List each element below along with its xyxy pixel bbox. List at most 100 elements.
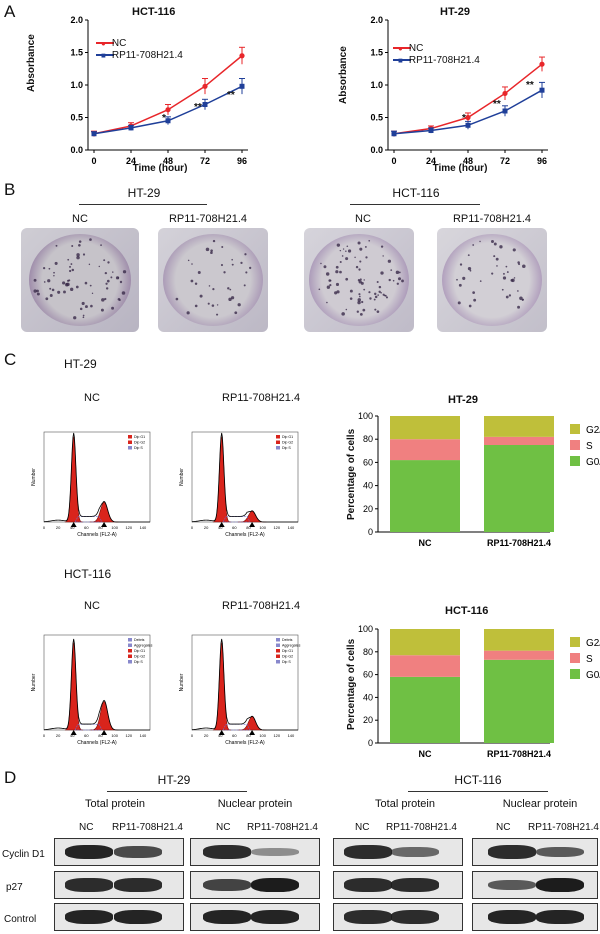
bar-segment-g0g1: [484, 445, 554, 532]
colony: [82, 314, 85, 317]
x-axis-label: Channels (FL2-A): [77, 532, 117, 538]
colony: [186, 311, 190, 315]
colony: [66, 282, 70, 287]
colony: [104, 271, 108, 275]
legend-label: Dip S: [282, 446, 291, 450]
x-tick-label: 120: [125, 733, 132, 738]
protein-band: [344, 845, 392, 859]
blot-panel: [54, 903, 184, 931]
c-label-ht29-rp11: RP11-708H21.4: [222, 392, 301, 404]
colony-plate-ht29-nc: [21, 228, 139, 332]
colony: [472, 244, 475, 246]
colony: [457, 301, 461, 305]
bar-segment-g2m: [484, 629, 554, 651]
histogram-envelope: [191, 638, 298, 731]
protein-band: [391, 847, 439, 857]
colony: [339, 249, 342, 252]
legend-swatch: [276, 435, 280, 439]
legend-rp11: RP11-708H21.4: [408, 55, 480, 66]
colony: [355, 265, 359, 269]
colony: [84, 281, 88, 285]
x-tick-label: 0: [191, 733, 194, 738]
legend-swatch: [276, 446, 280, 450]
colony: [376, 310, 380, 313]
legend-nc: NC: [408, 43, 424, 54]
colony: [362, 308, 366, 312]
x-tick-label: RP11-708H21.4: [487, 538, 551, 548]
colony: [36, 289, 39, 293]
colony: [33, 278, 37, 282]
data-point: [239, 53, 245, 59]
protein-band: [203, 879, 251, 891]
colony: [345, 277, 349, 281]
colony-plate-hct116-rp11: [437, 228, 547, 332]
legend-swatch: [276, 649, 280, 653]
sig-a2-72: **: [493, 99, 501, 110]
chart-a1: 0 24 48 72 96 0.0 0.5 1.0 1.5 2.0: [70, 15, 248, 166]
x-tick-label: 100: [259, 525, 266, 530]
protein-band: [203, 845, 251, 859]
bar-segment-s: [484, 650, 554, 660]
chart-a2-legend: ● NC ■ RP11-708H21.4: [393, 43, 480, 67]
d-lane-ht29-total-rp11: RP11-708H21.4: [112, 822, 183, 833]
protein-band: [344, 910, 392, 924]
colony: [45, 297, 49, 301]
y-tick-label: 0: [368, 527, 373, 537]
colony: [70, 287, 74, 291]
colony: [103, 259, 106, 262]
x-tick-label: 80: [98, 525, 103, 530]
colony: [357, 298, 362, 302]
c-label-hct116-rp11: RP11-708H21.4: [222, 600, 301, 612]
colony: [118, 299, 121, 302]
x-tick-label: 60: [84, 733, 89, 738]
x-axis-label: Channels (FL2-A): [225, 740, 265, 746]
legend-swatch: [128, 638, 132, 642]
flow-histogram-hct116-nc: 0 20 40 60 80 100 120 140 Channels (FL2-A) Number…: [31, 634, 153, 746]
y-tick-label: 100: [358, 411, 373, 421]
y-tick-label: 1.0: [370, 80, 383, 90]
colony: [49, 294, 53, 297]
y-tick-label: 40: [363, 481, 373, 491]
legend-label: Dip G1: [282, 649, 293, 653]
colony: [329, 284, 332, 287]
blot-panel: [333, 871, 463, 899]
x-tick-label: 60: [84, 525, 89, 530]
colony: [387, 259, 392, 263]
colony: [359, 278, 362, 281]
x-tick-label: 0: [43, 733, 46, 738]
colony: [119, 280, 123, 284]
b-label-ht29-nc: NC: [72, 213, 88, 225]
colony: [335, 282, 340, 286]
colony: [359, 260, 362, 263]
colony: [336, 290, 340, 294]
colony: [105, 287, 109, 290]
data-point: [502, 108, 508, 114]
data-point: [202, 102, 208, 107]
blot-panel: [190, 871, 320, 899]
colony: [81, 301, 85, 306]
x-tick-label: 48: [163, 156, 173, 166]
blot-panel: [54, 838, 184, 866]
y-tick-label: 1.0: [70, 80, 83, 90]
d-divider-ht29: [107, 791, 247, 792]
colony: [462, 276, 466, 280]
y-tick-label: 0.5: [70, 113, 83, 123]
colony: [122, 270, 127, 274]
peak-marker: [218, 730, 225, 735]
colony: [521, 298, 524, 302]
colony: [194, 304, 198, 308]
d-sub-ht29-nuclear: Nuclear protein: [217, 798, 293, 810]
legend-label: Aggregates: [282, 644, 301, 648]
colony: [78, 240, 82, 243]
colony: [345, 250, 347, 252]
y-tick-label: 20: [363, 715, 373, 725]
bar-segment-g2m: [390, 629, 460, 656]
x-tick-label: 140: [140, 733, 147, 738]
d-group-hct116: HCT-116: [454, 773, 502, 787]
b-label-hct116-rp11: RP11-708H21.4: [452, 213, 532, 225]
data-point: [165, 107, 171, 113]
colony: [43, 281, 46, 283]
colony: [112, 271, 114, 273]
data-point: [539, 61, 545, 67]
